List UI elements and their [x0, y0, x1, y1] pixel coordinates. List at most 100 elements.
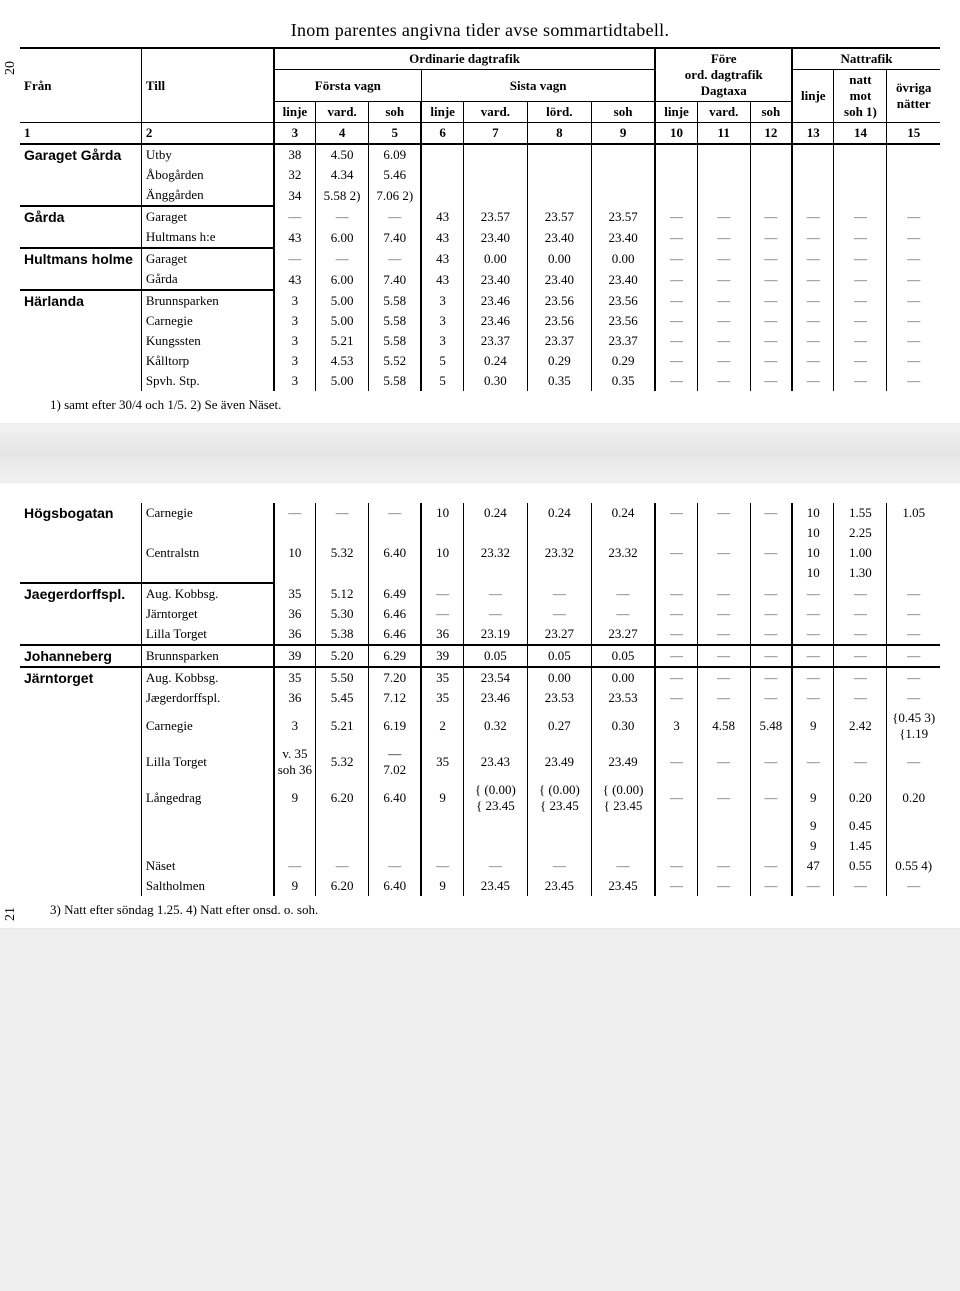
data-cell: —	[421, 856, 463, 876]
data-cell: —	[655, 780, 697, 816]
data-cell: 3	[421, 290, 463, 311]
hdr-c9: soh	[591, 102, 655, 123]
from-cell	[20, 311, 141, 331]
data-cell	[834, 144, 887, 165]
from-cell: Johanneberg	[20, 645, 141, 667]
table-row: Spvh. Stp.35.005.5850.300.350.35——————	[20, 371, 940, 391]
data-cell: —	[750, 645, 792, 667]
data-cell: —	[655, 645, 697, 667]
coln-5: 5	[369, 123, 422, 145]
data-cell: 5.58 2)	[316, 185, 369, 206]
data-cell: 5.50	[316, 667, 369, 688]
table-row: Carnegie35.216.1920.320.270.3034.585.489…	[20, 708, 940, 744]
data-cell: —	[887, 311, 940, 331]
data-cell: —	[697, 290, 750, 311]
data-cell	[421, 816, 463, 836]
data-cell: 9	[792, 708, 834, 744]
data-cell: 0.32	[463, 708, 527, 744]
data-cell: 0.05	[463, 645, 527, 667]
data-cell: 23.53	[527, 688, 591, 708]
data-cell: —	[655, 290, 697, 311]
data-cell: —	[697, 331, 750, 351]
data-cell: 43	[421, 269, 463, 290]
data-cell: 5.58	[369, 331, 422, 351]
data-cell: —	[316, 248, 369, 269]
hdr-c5: soh	[369, 102, 422, 123]
to-cell: Aug. Kobbsg.	[141, 583, 273, 604]
data-cell: 0.20	[887, 780, 940, 816]
data-cell: —	[316, 206, 369, 227]
data-cell: v. 35 soh 36	[274, 744, 316, 780]
data-cell	[463, 144, 527, 165]
to-cell	[141, 816, 273, 836]
data-cell: 0.24	[591, 503, 655, 523]
data-cell	[274, 836, 316, 856]
data-cell: —	[834, 269, 887, 290]
data-cell: —	[591, 604, 655, 624]
data-cell: 23.46	[463, 311, 527, 331]
hdr-c3: linje	[274, 102, 316, 123]
page-fold	[0, 423, 960, 483]
data-cell: 23.57	[591, 206, 655, 227]
data-cell: 1.45	[834, 836, 887, 856]
data-cell	[591, 563, 655, 583]
to-cell: Hultmans h:e	[141, 227, 273, 248]
data-cell: 0.20	[834, 780, 887, 816]
table-row: Änggården345.58 2)7.06 2)	[20, 185, 940, 206]
data-cell: —	[316, 503, 369, 523]
data-cell: 23.40	[463, 227, 527, 248]
table-row: Långedrag96.206.409{ (0.00) { 23.45{ (0.…	[20, 780, 940, 816]
table-row: Näset——————————470.550.55 4)	[20, 856, 940, 876]
data-cell: 6.00	[316, 269, 369, 290]
data-cell: 5.32	[316, 543, 369, 563]
data-cell	[792, 185, 834, 206]
data-cell: —	[887, 331, 940, 351]
timetable-header: Från Till Ordinarie dagtrafik Före ord. …	[20, 48, 940, 144]
data-cell: —	[834, 744, 887, 780]
coln-6: 6	[421, 123, 463, 145]
data-cell: —	[750, 583, 792, 604]
data-cell: 9	[274, 876, 316, 896]
data-cell: —	[750, 248, 792, 269]
data-cell: —	[887, 290, 940, 311]
data-cell: 34	[274, 185, 316, 206]
data-cell: 0.30	[591, 708, 655, 744]
data-cell: 23.45	[527, 876, 591, 896]
data-cell: 43	[274, 269, 316, 290]
data-cell	[591, 144, 655, 165]
data-cell: 23.54	[463, 667, 527, 688]
data-cell: 5.30	[316, 604, 369, 624]
data-cell	[655, 523, 697, 543]
data-cell: 23.40	[527, 227, 591, 248]
data-cell: —	[697, 876, 750, 896]
data-cell: —	[887, 744, 940, 780]
from-cell	[20, 523, 141, 543]
data-cell: —	[834, 667, 887, 688]
data-cell: —	[655, 543, 697, 563]
data-cell: 1.05	[887, 503, 940, 523]
data-cell: —	[750, 331, 792, 351]
data-cell: —	[369, 503, 422, 523]
data-cell	[697, 816, 750, 836]
data-cell: —	[792, 645, 834, 667]
data-cell	[316, 836, 369, 856]
data-cell	[887, 563, 940, 583]
data-cell: 6.46	[369, 604, 422, 624]
table-row: HögsbogatanCarnegie———100.240.240.24———1…	[20, 503, 940, 523]
data-cell: 5.58	[369, 311, 422, 331]
hdr-c4: vard.	[316, 102, 369, 123]
data-cell	[655, 144, 697, 165]
data-cell: —	[792, 667, 834, 688]
coln-2: 2	[141, 123, 273, 145]
data-cell: 47	[792, 856, 834, 876]
data-cell	[463, 816, 527, 836]
data-cell	[887, 144, 940, 165]
data-cell: { (0.00) { 23.45	[463, 780, 527, 816]
data-cell	[887, 836, 940, 856]
data-cell: —	[887, 667, 940, 688]
data-cell: 0.55	[834, 856, 887, 876]
data-cell: 23.56	[527, 311, 591, 331]
data-cell: 1.00	[834, 543, 887, 563]
data-cell: 23.19	[463, 624, 527, 645]
data-cell: —	[421, 583, 463, 604]
